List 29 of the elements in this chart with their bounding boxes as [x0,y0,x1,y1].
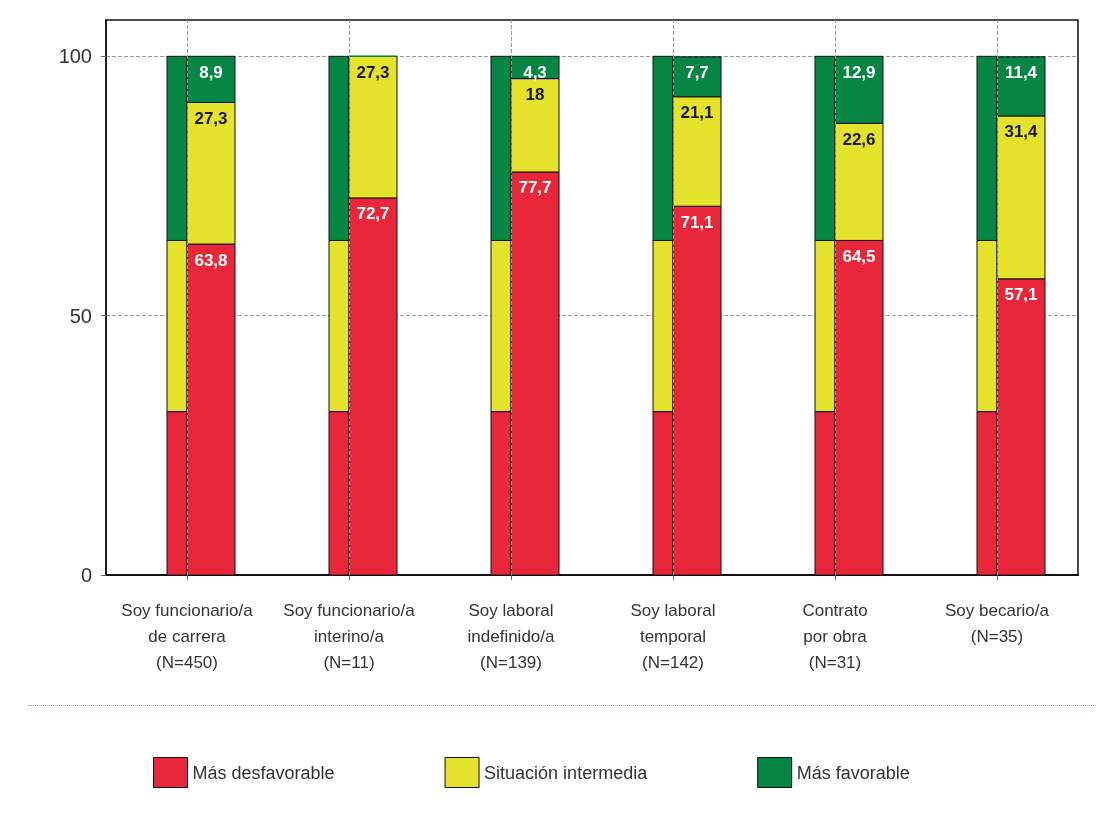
data-label: 21,1 [680,103,714,123]
data-label: 27,3 [356,62,390,82]
data-label: 12,9 [842,62,876,82]
legend-label: Más desfavorable [192,762,335,783]
y-tick-label: 100 [58,45,92,68]
data-label: 31,4 [1004,122,1039,142]
x-tick-label: Soy becario/a (N=35) [945,600,1050,646]
data-label: 71,1 [680,212,714,232]
data-label: 27,3 [194,108,228,128]
data-label: 4,3 [523,62,547,82]
data-label: 18 [525,85,545,105]
x-tick-label: Soy laboral indefinido/a (N=139) [467,600,556,672]
x-tick-label: Soy funcionario/a interino/a (N=11) [283,600,416,672]
data-label: 11,4 [1004,63,1038,83]
y-tick-label: 50 [69,304,92,327]
x-tick-label: Soy laboral temporal (N=142) [630,600,716,672]
y-tick-label: 0 [80,564,92,586]
data-label: 57,1 [1004,285,1038,305]
data-label: 72,7 [356,204,390,224]
data-label: 64,5 [842,246,876,266]
x-tick-label: Soy funcionario/a de carrera (N=450) [121,600,254,672]
legend-label: Más favorable [796,762,910,783]
data-label: 63,8 [194,250,228,270]
legend-label: Situación intermedia [484,762,649,783]
data-label: 77,7 [518,178,552,198]
data-label: 8,9 [199,62,223,82]
data-label: 22,6 [842,129,876,149]
x-tick-label: Contrato por obra (N=31) [802,600,868,672]
data-label: 7,7 [685,63,709,83]
